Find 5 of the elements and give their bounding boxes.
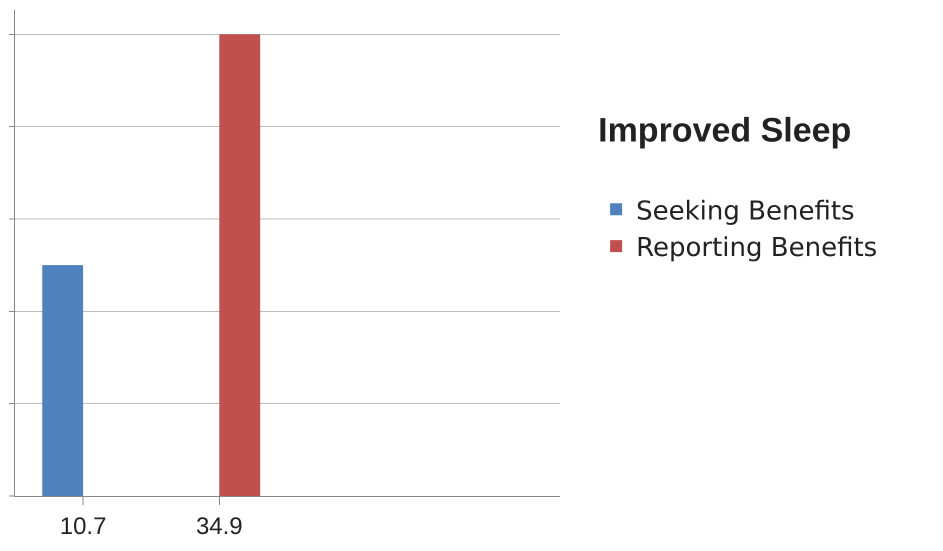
legend-label: Reporting Benefits bbox=[636, 233, 878, 264]
legend-title: Improved Sleep bbox=[598, 112, 852, 150]
x-tick-label: 34.9 bbox=[196, 512, 243, 540]
x-tick-label: 10.7 bbox=[60, 512, 106, 540]
legend-label: Seeking Benefits bbox=[636, 196, 855, 226]
